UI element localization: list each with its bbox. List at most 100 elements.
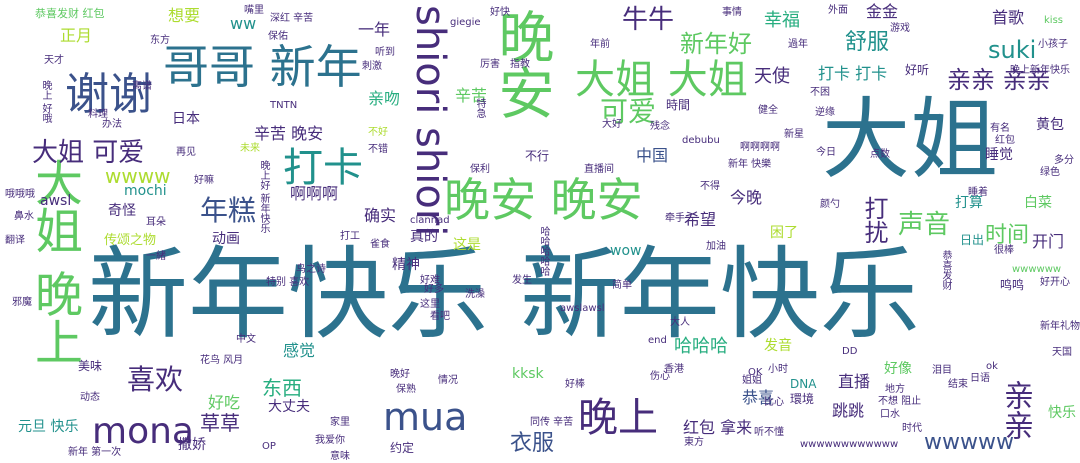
- word-cloud-word: 泪目: [932, 365, 952, 376]
- word-cloud-word: 香港: [664, 364, 684, 375]
- word-cloud-word: 恭喜: [742, 388, 775, 407]
- word-cloud-word: awsl: [40, 193, 72, 209]
- word-cloud-word: 绿色: [1040, 167, 1060, 178]
- word-cloud-word: 一緒: [146, 251, 166, 262]
- word-cloud-word: 新年快乐 新年快乐: [88, 236, 920, 353]
- word-cloud-word: 年糕: [200, 194, 257, 227]
- word-cloud-word: 大姐 晚上: [26, 158, 82, 366]
- word-cloud-word: 哥哥 新年: [163, 40, 362, 94]
- word-cloud-word: 奇怪: [108, 203, 136, 219]
- word-cloud-word: 睡着: [968, 187, 988, 198]
- word-cloud-word: DNA: [790, 377, 817, 391]
- word-cloud-word: 撒娇: [178, 437, 206, 453]
- word-cloud-word: 开门: [1032, 232, 1065, 251]
- word-cloud-word: 翻译: [5, 235, 25, 246]
- word-cloud-word: wwwww: [924, 430, 1014, 455]
- word-cloud-word: 保利: [470, 164, 490, 175]
- word-cloud-word: shiori shiori: [407, 5, 453, 237]
- word-cloud-word: ww: [230, 14, 257, 33]
- word-cloud-word: 今晚: [730, 188, 763, 207]
- word-cloud-word: 真的: [410, 229, 438, 245]
- word-cloud-word: 打工: [340, 231, 360, 242]
- word-cloud-word: 感觉: [283, 341, 316, 360]
- word-cloud-word: 喜欢: [127, 363, 184, 396]
- word-cloud-word: 花鸟 风月: [200, 355, 244, 366]
- word-cloud-word: 東方: [684, 437, 704, 448]
- word-cloud-word: mochi: [124, 183, 167, 199]
- word-cloud-word: 中国: [636, 146, 669, 165]
- word-cloud-word: 声音: [898, 210, 951, 240]
- word-cloud-word: 鼻水: [14, 211, 34, 222]
- word-cloud-word: 颜勺: [820, 199, 840, 210]
- word-cloud-word: 正月: [60, 26, 93, 45]
- word-cloud-word: 姐姐: [742, 375, 762, 386]
- word-cloud-word: 新年 第一次: [68, 447, 122, 458]
- word-cloud-word: 恭喜发财 红包: [35, 7, 105, 20]
- word-cloud-word: 可爱: [600, 95, 657, 128]
- word-cloud-word: 特别 喜欢: [266, 277, 310, 288]
- word-cloud-word: 指教: [510, 59, 530, 70]
- word-cloud-word: 新星: [784, 129, 804, 140]
- word-cloud-word: 红包: [995, 135, 1015, 146]
- word-cloud-word: 残念: [650, 121, 670, 132]
- word-cloud-word: 听到: [375, 47, 395, 58]
- word-cloud-word: 天使: [754, 66, 790, 87]
- word-cloud-word: 小孩子: [1038, 39, 1068, 50]
- word-cloud-word: clannad: [410, 215, 450, 226]
- word-cloud-word: 打卡 打卡: [818, 64, 888, 83]
- word-cloud-word: wwwwwwwwwwww: [800, 439, 899, 450]
- word-cloud-word: 大姐 大姐: [575, 57, 748, 103]
- word-cloud-word: 邪魔: [12, 297, 32, 308]
- word-cloud-word: 情况: [438, 375, 458, 386]
- word-cloud-word: 晚上好 新年快乐: [258, 160, 269, 234]
- word-cloud-word: 动态: [80, 392, 100, 403]
- word-cloud-word: 意味: [330, 451, 350, 462]
- word-cloud-word: 嘴里: [244, 5, 264, 16]
- word-cloud-word: 有名: [990, 123, 1010, 134]
- word-cloud-word: 大丈夫: [268, 399, 310, 415]
- word-cloud-word: 白菜: [1024, 195, 1052, 211]
- word-cloud-word: 啊啊啊: [290, 184, 339, 203]
- word-cloud-word: 同传 辛苦: [530, 417, 574, 428]
- word-cloud-word: kiss: [1044, 15, 1063, 26]
- word-cloud-word: 未来: [240, 143, 260, 154]
- word-cloud-word: 直播间: [584, 164, 614, 175]
- word-cloud-word: 不行: [525, 149, 550, 163]
- word-cloud-word: 日本: [172, 111, 200, 127]
- word-cloud-word: 啊啊啊啊: [740, 142, 780, 153]
- word-cloud-word: 办法: [102, 119, 122, 130]
- word-cloud-word: 地方: [885, 384, 905, 395]
- word-cloud-word: 口水: [880, 409, 900, 420]
- word-cloud-word: 大姐: [822, 88, 999, 191]
- word-cloud-word: 外面: [828, 5, 848, 16]
- word-cloud-word: 想要: [168, 6, 201, 25]
- word-cloud-word: 东方: [150, 35, 170, 46]
- word-cloud-word: 我爱你: [315, 435, 345, 446]
- word-cloud-word: 好难: [420, 275, 440, 286]
- word-cloud-word: 大姐 可爱: [32, 138, 145, 168]
- word-cloud-word: 发生: [512, 275, 532, 286]
- word-cloud-word: 鸟之诗: [296, 264, 326, 275]
- word-cloud-word: awslawsl: [560, 303, 605, 314]
- word-cloud-word: 动画: [212, 231, 240, 247]
- word-cloud-word: 恭喜发财: [940, 250, 951, 290]
- word-cloud-word: 好嘛: [194, 175, 214, 186]
- word-cloud-word: 草草: [200, 411, 240, 435]
- word-cloud-word: wow: [610, 243, 642, 259]
- word-cloud-word: 雀食: [370, 239, 390, 250]
- word-cloud-word: 時間: [666, 98, 691, 112]
- word-cloud-word: 晚安 晚安: [444, 173, 643, 227]
- word-cloud-word: 特急: [474, 98, 485, 118]
- word-cloud-word: 不想 阻止: [878, 396, 922, 407]
- word-cloud-word: 红包 拿来: [683, 418, 753, 437]
- word-cloud-word: 听不懂: [754, 427, 784, 438]
- word-cloud-word: 困了: [770, 225, 798, 241]
- word-cloud-word: 打卡: [283, 145, 363, 191]
- word-cloud-word: ok: [986, 361, 998, 372]
- word-cloud-word: 鸣鸣: [1000, 278, 1025, 292]
- word-cloud-word: 希望: [684, 210, 717, 229]
- word-cloud-word: 天才: [44, 55, 64, 66]
- word-cloud-word: 哈哈哈哈哈: [538, 226, 549, 276]
- word-cloud-word: 不好: [368, 127, 388, 138]
- word-cloud-word: 好像: [884, 361, 912, 377]
